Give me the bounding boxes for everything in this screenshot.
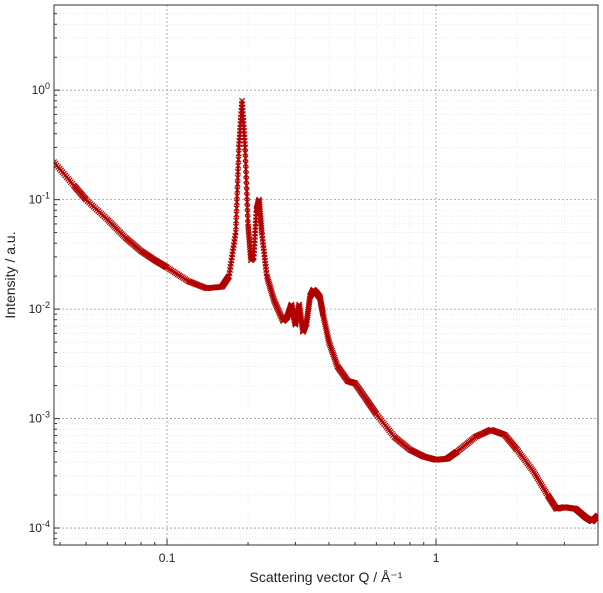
data-point-marker <box>265 280 272 287</box>
y-tick-label: 10-1 <box>29 191 50 207</box>
data-point-marker <box>327 342 334 349</box>
data-point-marker <box>243 171 250 178</box>
data-point-marker <box>257 208 264 215</box>
data-point-marker <box>267 287 275 294</box>
data-point-marker <box>266 281 273 288</box>
data-point-marker <box>258 220 265 227</box>
data-point-marker <box>264 274 271 281</box>
data-point-marker <box>268 288 275 295</box>
tick-labels: 0.1 1 100 10-1 10-2 10-3 10-4 <box>29 81 440 565</box>
grid-lines <box>54 4 599 546</box>
y-tick-label: 100 <box>32 81 50 97</box>
data-point-marker <box>243 188 250 195</box>
data-point-marker <box>242 144 249 151</box>
data-point-marker <box>332 356 339 363</box>
series-clip-group <box>54 97 598 525</box>
data-point-marker <box>256 196 263 203</box>
data-point-marker <box>328 347 336 354</box>
data-point-marker <box>265 278 272 285</box>
data-point-marker <box>594 512 598 519</box>
data-point-marker <box>243 182 250 189</box>
series-line <box>54 99 598 523</box>
x-tick-label: 0.1 <box>159 551 176 565</box>
data-point-marker <box>233 217 240 224</box>
data-point-marker <box>242 155 249 162</box>
data-point-marker <box>329 349 336 356</box>
data-point-marker <box>257 215 264 222</box>
plot-frame <box>53 4 599 546</box>
data-point-marker <box>234 174 241 181</box>
data-point-marker <box>258 227 265 234</box>
data-point-marker <box>270 293 277 300</box>
data-point-marker <box>232 223 239 230</box>
data-point-marker <box>327 344 334 351</box>
data-point-marker <box>243 177 250 184</box>
data-point-marker <box>242 166 249 173</box>
data-point-marker <box>256 203 263 210</box>
data-point-marker <box>233 211 240 218</box>
data-point-marker <box>257 217 264 224</box>
data-point-marker <box>267 285 274 292</box>
data-point-marker <box>326 340 333 347</box>
data-point-marker <box>244 209 251 217</box>
data-point-marker <box>333 359 340 366</box>
data-point-marker <box>330 351 337 358</box>
data-point-marker <box>257 210 264 217</box>
axis-ticks <box>54 4 599 546</box>
data-point-marker <box>266 283 273 290</box>
data-point-marker <box>232 229 239 236</box>
data-point-marker <box>234 186 241 194</box>
data-point-marker <box>242 149 249 156</box>
data-point-marker <box>269 292 276 299</box>
data-point-marker <box>331 354 338 361</box>
data-point-marker <box>328 345 335 353</box>
data-point-marker <box>325 339 333 346</box>
data-point-marker <box>330 352 337 359</box>
data-point-marker <box>244 215 251 222</box>
y-axis-label: Intensity / a.u. <box>2 231 18 318</box>
data-point-marker <box>235 150 242 157</box>
y-tick-label: 10-3 <box>29 410 50 426</box>
data-point-marker <box>256 201 263 208</box>
data-point-marker <box>244 204 251 211</box>
data-point-marker <box>243 193 250 200</box>
data-point-marker <box>233 199 240 206</box>
data-point-marker <box>270 295 277 302</box>
data-point-marker <box>244 199 251 206</box>
data-point-marker <box>233 205 240 212</box>
data-point-marker <box>263 273 270 280</box>
y-tick-label: 10-2 <box>29 300 50 316</box>
data-point-marker <box>256 206 263 213</box>
y-tick-label: 10-4 <box>29 519 50 535</box>
x-tick-label: 1 <box>433 551 440 565</box>
data-point-marker <box>235 156 242 163</box>
data-point-marker <box>332 358 339 365</box>
data-point-marker <box>268 290 276 297</box>
data-point-marker <box>256 198 263 206</box>
data-point-marker <box>242 160 249 167</box>
data-point-marker <box>258 224 265 231</box>
data-point-marker <box>257 213 264 220</box>
x-axis-label: Scattering vector Q / Å⁻¹ <box>250 569 403 585</box>
data-point-marker <box>234 180 241 187</box>
data-point-marker <box>235 162 242 169</box>
data-point-marker <box>234 193 241 200</box>
data-point-marker <box>258 222 265 229</box>
data-point-marker <box>264 276 271 283</box>
series-group <box>54 97 598 525</box>
data-point-marker <box>234 168 242 175</box>
